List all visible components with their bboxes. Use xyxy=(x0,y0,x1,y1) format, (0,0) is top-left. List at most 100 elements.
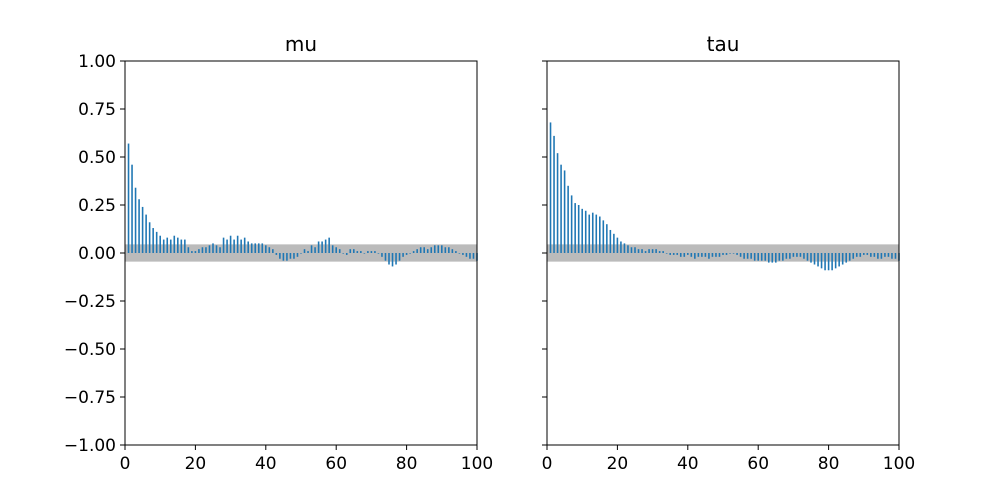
acf-bar xyxy=(127,143,130,253)
acf-bar xyxy=(465,253,468,257)
acf-bar xyxy=(577,205,580,253)
acf-bar xyxy=(623,243,626,253)
acf-bar xyxy=(472,253,475,259)
acf-bar xyxy=(222,237,225,253)
acf-bar xyxy=(891,253,893,259)
acf-bar xyxy=(549,122,552,253)
acf-bar xyxy=(859,253,862,257)
acf-bar xyxy=(630,247,633,253)
acf-bar xyxy=(374,251,376,253)
acf-bar xyxy=(293,253,295,259)
acf-bar xyxy=(739,253,742,257)
acf-bar xyxy=(570,195,573,253)
acf-bar xyxy=(300,253,302,254)
acf-bar xyxy=(261,243,264,253)
acf-bar xyxy=(345,253,348,255)
acf-bar xyxy=(286,253,288,261)
acf-bar xyxy=(658,251,661,253)
acf-bar xyxy=(764,253,767,261)
acf-bar xyxy=(208,245,211,253)
acf-bar xyxy=(138,199,140,253)
acf-bar xyxy=(873,253,876,257)
acf-bar xyxy=(644,251,647,253)
acf-bar xyxy=(887,253,890,257)
acf-bar xyxy=(395,253,397,265)
acf-bar xyxy=(877,253,879,259)
acf-bar xyxy=(813,253,816,265)
acf-bar xyxy=(155,231,158,253)
acf-bar xyxy=(736,253,738,255)
axes-layer: 0 20 40 60 80 100 1.00 0.75 0.50 0.25 0.00 −0.25 −0.… xyxy=(64,52,493,474)
acf-bar xyxy=(198,249,200,253)
bars-layer xyxy=(549,122,900,271)
acf-bar xyxy=(419,247,422,253)
acf-bar xyxy=(353,249,355,253)
acf-bar xyxy=(162,239,165,253)
acf-bar xyxy=(609,229,612,253)
acf-bar xyxy=(718,253,721,257)
acf-bar xyxy=(767,253,770,263)
acf-bar xyxy=(212,243,214,253)
acf-bar xyxy=(310,245,313,253)
acf-bar xyxy=(455,251,457,253)
acf-bar xyxy=(556,153,559,253)
acf-bar xyxy=(743,253,745,259)
acf-bar xyxy=(711,253,714,257)
acf-bar xyxy=(827,253,830,271)
acf-bar xyxy=(458,253,461,254)
acf-bar xyxy=(159,235,161,253)
acf-bar xyxy=(669,253,671,255)
x-tick-label: 100 xyxy=(461,454,493,474)
acf-bar xyxy=(257,243,260,253)
acf-bar xyxy=(148,222,151,253)
acf-bar xyxy=(391,253,394,267)
acf-bar xyxy=(275,253,278,255)
acf-bar xyxy=(708,253,710,259)
acf-bar xyxy=(820,253,823,269)
acf-bar xyxy=(729,253,731,254)
acf-bar xyxy=(303,249,306,253)
acf-bar xyxy=(254,243,257,253)
acf-bar xyxy=(725,253,728,255)
acf-bar xyxy=(342,253,345,254)
acf-bar xyxy=(616,237,619,253)
acf-bar xyxy=(778,253,781,261)
x-tick-label: 80 xyxy=(818,454,840,474)
acf-bar xyxy=(789,253,791,259)
acf-bar xyxy=(145,214,147,253)
acf-bar xyxy=(806,253,809,261)
acf-bar xyxy=(715,253,717,257)
axes-layer: 0 20 40 60 80 100 xyxy=(542,60,915,474)
acf-bar xyxy=(687,253,689,255)
acf-bar xyxy=(384,253,387,261)
acf-bar xyxy=(782,253,784,261)
acf-bar xyxy=(169,239,172,253)
acf-bar xyxy=(282,253,285,261)
acf-bar xyxy=(595,214,598,253)
acf-bar xyxy=(676,253,679,255)
acf-bar xyxy=(690,253,693,257)
acf-bar xyxy=(560,164,562,253)
acf-bar xyxy=(620,241,622,253)
acf-bar xyxy=(289,253,292,259)
y-tick-label: −1.00 xyxy=(64,436,116,456)
y-tick-label: 0.25 xyxy=(78,196,116,216)
acf-bar xyxy=(848,253,851,261)
acf-bar xyxy=(412,251,415,253)
acf-bar xyxy=(177,237,179,253)
acf-bar xyxy=(665,253,668,254)
acf-bar xyxy=(845,253,847,263)
acf-bar xyxy=(841,253,844,265)
acf-bar xyxy=(233,239,235,253)
acf-bar xyxy=(563,170,566,253)
acf-bar xyxy=(331,245,334,253)
acf-bar xyxy=(817,253,819,267)
acf-bar xyxy=(701,253,703,257)
acf-bar xyxy=(648,249,650,253)
acf-bar xyxy=(627,245,629,253)
acf-bar xyxy=(870,253,872,257)
acf-bar xyxy=(651,249,654,253)
acf-bar xyxy=(567,185,569,253)
acf-bar xyxy=(381,253,383,257)
acf-bar xyxy=(606,224,608,253)
